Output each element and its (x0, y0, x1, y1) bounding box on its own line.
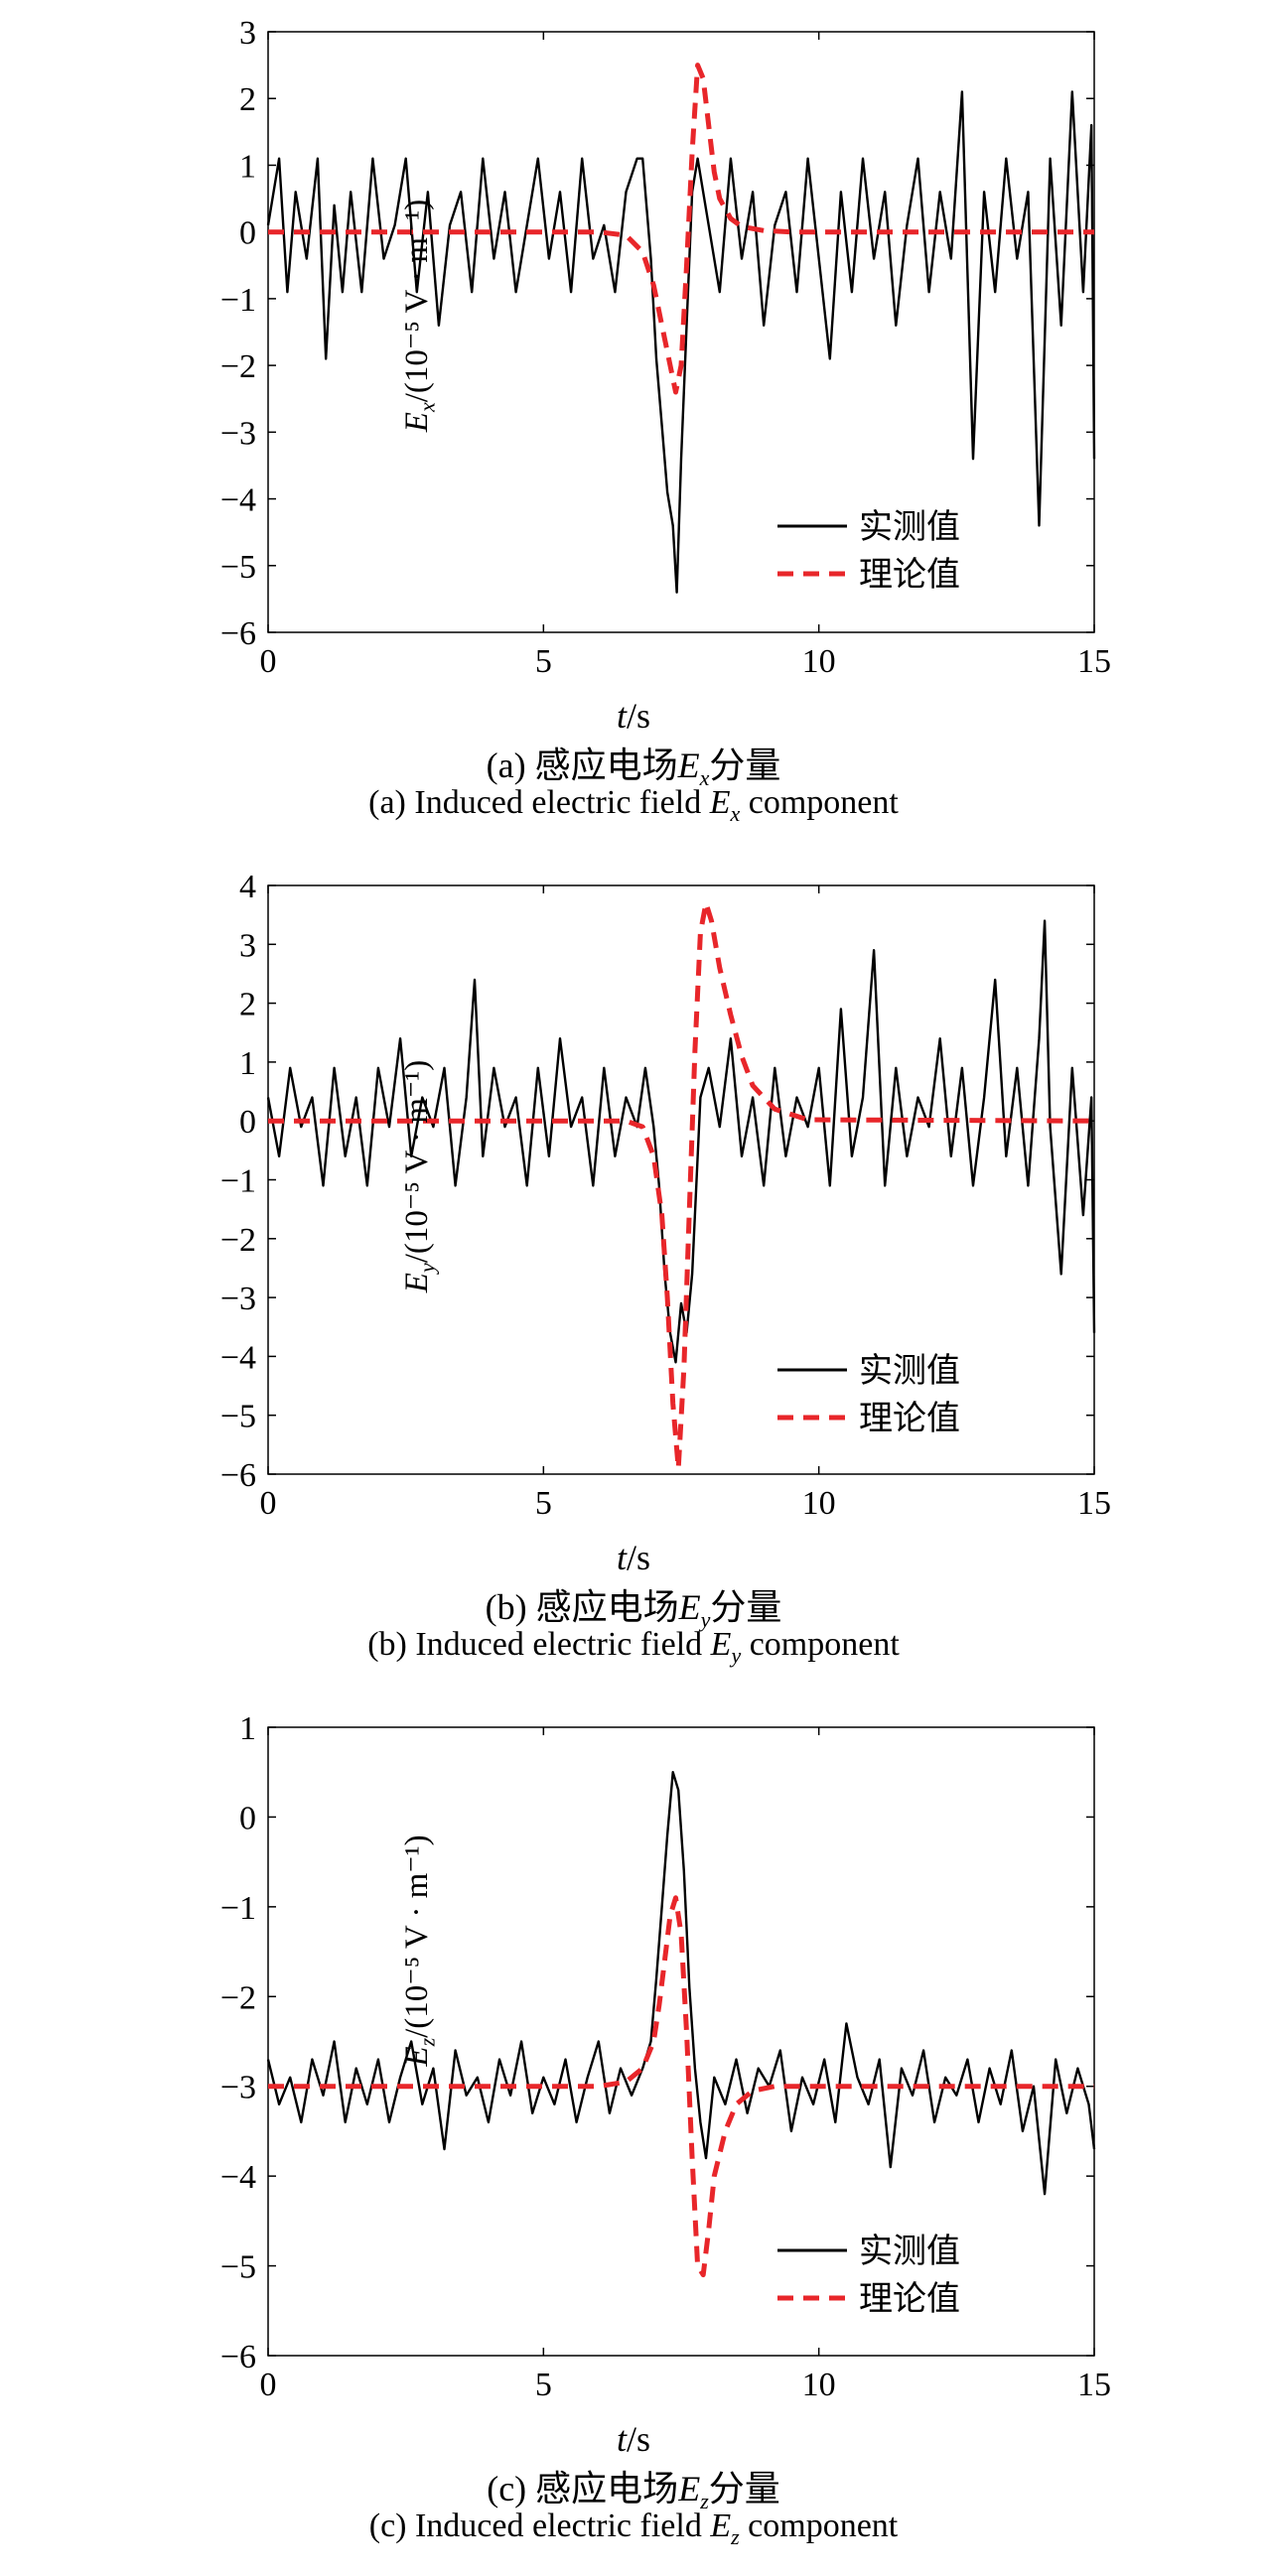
y-tick-label-c: −4 (220, 2159, 256, 2196)
y-axis-label-a: Ex/(10⁻⁵ V · m⁻¹) (399, 199, 440, 433)
y-tick-label-c: −3 (220, 2070, 256, 2106)
y-tick-label-a: 2 (239, 81, 256, 118)
chart-panel-b: 0 5 10 15 −6 −5 −4 −3 −2 −1 0 1 2 3 4 实测值理论值 Ey/(10⁻⁵ V… (0, 859, 1267, 1717)
x-tick-label-c: 10 (802, 2367, 836, 2403)
x-axis-label-c: t/s (616, 2419, 651, 2459)
y-tick-label-c: −5 (220, 2249, 256, 2286)
y-tick-label-c: −6 (220, 2339, 256, 2375)
series-measured-line-a (266, 90, 1096, 594)
x-tick-label-a: 10 (802, 643, 836, 680)
y-axis-label-c: Ez/(10⁻⁵ V · m⁻¹) (399, 1834, 440, 2067)
legend-theory-label-a: 理论值 (859, 555, 960, 595)
caption-en-c: (c) Induced electric field Ez component (368, 2508, 899, 2549)
y-tick-label-b: −1 (220, 1163, 256, 1200)
y-tick-label-b: −6 (220, 1457, 256, 1494)
x-axis-label-a: t/s (616, 696, 651, 736)
y-tick-label-a: −6 (220, 615, 256, 652)
x-tick-label-b: 5 (535, 1485, 552, 1522)
caption-cn-b: (b) 感应电场Ey分量 (485, 1587, 782, 1633)
x-tick-label-a: 0 (260, 643, 277, 680)
chart-panel-a: 0 5 10 15 −6 −5 −4 −3 −2 −1 0 1 2 3 实测值理论值 Ex/(10⁻⁵ V … (0, 0, 1267, 859)
x-tick-label-b: 15 (1077, 1485, 1111, 1522)
y-tick-label-b: −3 (220, 1281, 256, 1317)
y-tick-label-b: 1 (239, 1045, 256, 1082)
legend-theory-label-b: 理论值 (859, 1399, 960, 1438)
y-axis-label-b: Ey/(10⁻⁵ V · m⁻¹) (399, 1059, 440, 1293)
y-tick-label-c: 1 (239, 1717, 256, 1747)
y-tick-label-b: −2 (220, 1222, 256, 1259)
y-tick-label-c: −1 (220, 1890, 256, 1927)
x-tick-label-b: 10 (802, 1485, 836, 1522)
series-measured-line-b (266, 919, 1096, 1364)
y-tick-label-a: 1 (239, 148, 256, 185)
y-tick-label-b: 3 (239, 927, 256, 964)
caption-cn-c: (c) 感应电场Ez分量 (487, 2469, 780, 2514)
y-tick-label-a: −1 (220, 282, 256, 319)
series-theory-line-b (268, 900, 1095, 1471)
y-tick-label-c: 0 (239, 1800, 256, 1836)
legend-measured-label-a: 实测值 (859, 507, 960, 547)
series-theory-line-a (268, 63, 1094, 395)
x-tick-label-c: 15 (1077, 2367, 1111, 2403)
legend-measured-label-b: 实测值 (859, 1351, 960, 1391)
plot-frame-c (267, 1726, 1095, 2357)
x-axis-label-b: t/s (616, 1538, 651, 1577)
y-tick-label-a: −4 (220, 482, 256, 519)
x-tick-label-c: 5 (535, 2367, 552, 2403)
caption-en-a: (a) Induced electric field Ex component (368, 784, 899, 826)
series-theory-line-c (268, 1895, 1094, 2278)
legend-measured-label-c: 实测值 (859, 2232, 960, 2271)
y-tick-label-a: 0 (239, 215, 256, 252)
caption-cn-a: (a) 感应电场Ex分量 (486, 746, 781, 791)
y-tick-label-b: −5 (220, 1399, 256, 1435)
x-tick-label-a: 15 (1077, 643, 1111, 680)
y-tick-label-a: −3 (220, 415, 256, 452)
y-tick-label-a: −2 (220, 348, 256, 385)
y-tick-label-a: −5 (220, 549, 256, 586)
caption-en-b: (b) Induced electric field Ey component (367, 1626, 900, 1668)
legend-theory-label-c: 理论值 (859, 2279, 960, 2319)
y-tick-label-b: 2 (239, 987, 256, 1023)
y-tick-label-b: −4 (220, 1339, 256, 1376)
x-tick-label-b: 0 (260, 1485, 277, 1522)
y-tick-label-a: 3 (239, 15, 256, 52)
chart-panel-c: 0 5 10 15 −6 −5 −4 −3 −2 −1 0 1 实测值理论值 Ez/(10⁻⁵ V · … (0, 1717, 1267, 2576)
y-tick-label-c: −2 (220, 1979, 256, 2016)
y-tick-label-b: 0 (239, 1104, 256, 1141)
x-tick-label-a: 5 (535, 643, 552, 680)
y-tick-label-b: 4 (239, 869, 256, 905)
x-tick-label-c: 0 (260, 2367, 277, 2403)
